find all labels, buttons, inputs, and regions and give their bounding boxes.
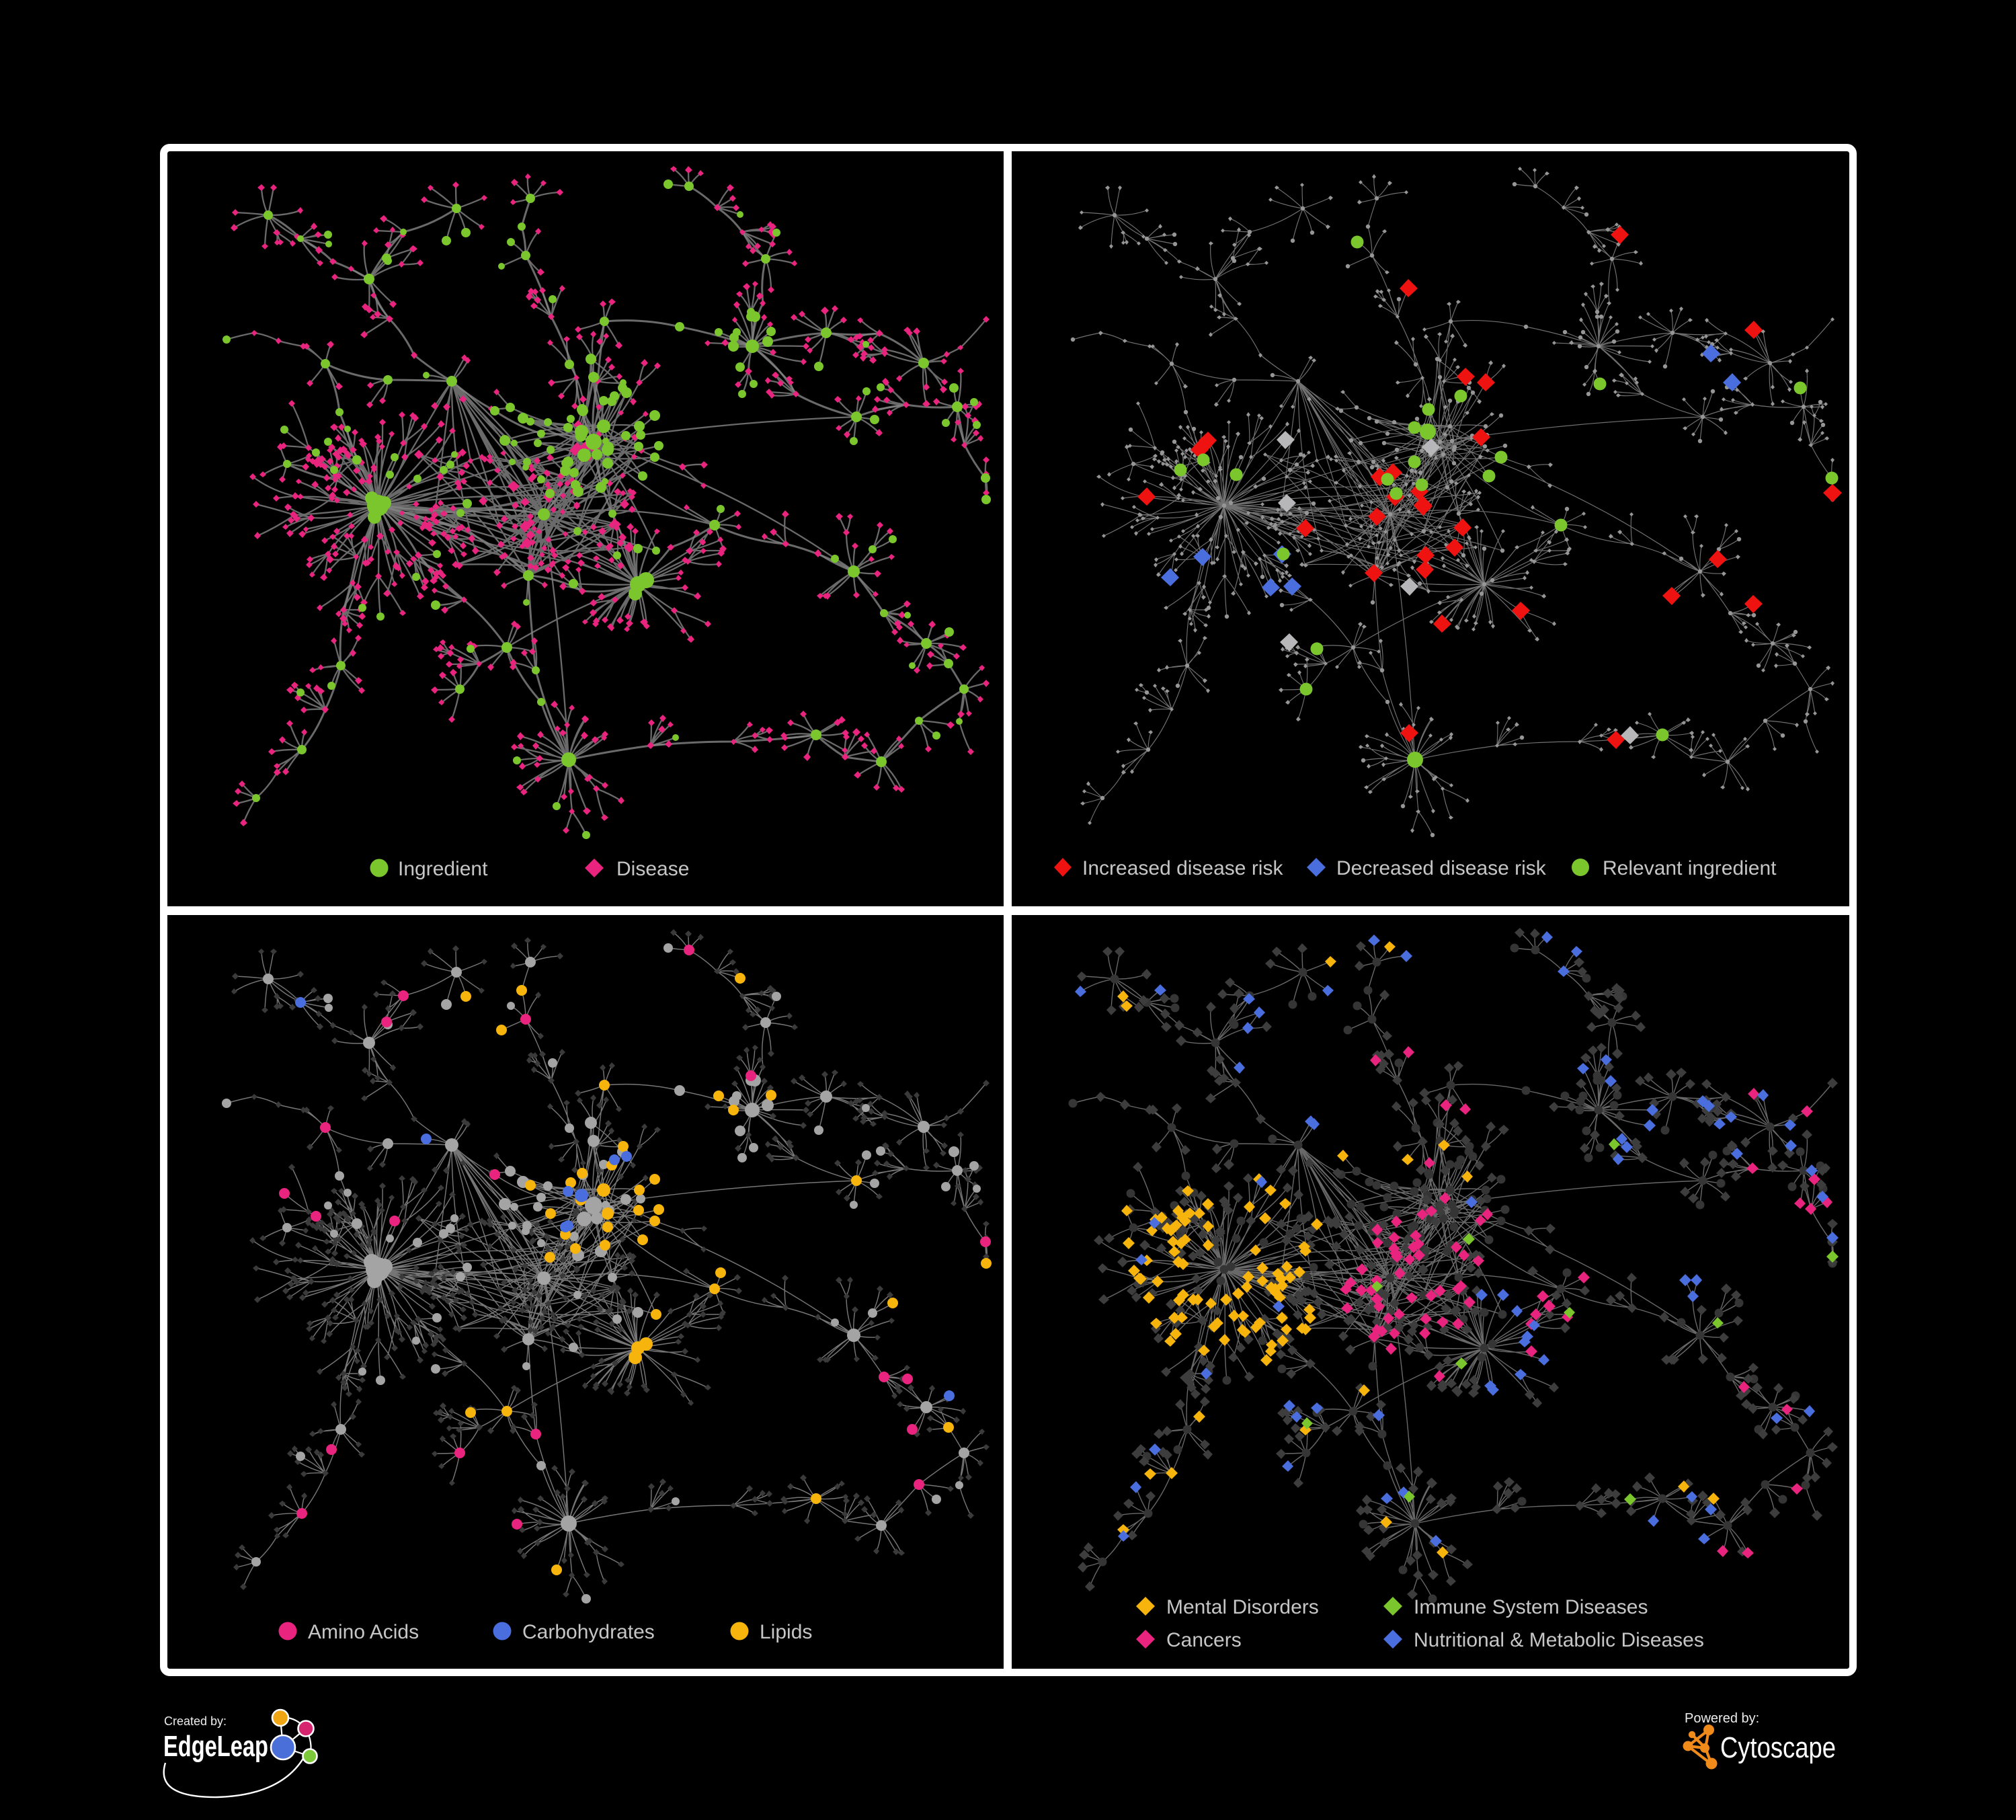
svg-text:Created by:: Created by:: [164, 1714, 227, 1728]
svg-text:Carbohydrates: Carbohydrates: [522, 1621, 655, 1643]
svg-text:Decreased disease risk: Decreased disease risk: [1336, 857, 1547, 879]
svg-text:Cytoscape: Cytoscape: [1720, 1731, 1836, 1764]
svg-text:Disease: Disease: [616, 858, 689, 880]
svg-text:Increased disease risk: Increased disease risk: [1082, 857, 1283, 879]
svg-text:EdgeLeap: EdgeLeap: [163, 1730, 268, 1763]
svg-text:Cancers: Cancers: [1166, 1629, 1242, 1651]
svg-text:Powered by:: Powered by:: [1685, 1711, 1759, 1726]
svg-text:Ingredient: Ingredient: [398, 858, 488, 880]
svg-text:Immune System Diseases: Immune System Diseases: [1414, 1596, 1648, 1618]
svg-text:Mental Disorders: Mental Disorders: [1166, 1596, 1319, 1618]
svg-text:Relevant ingredient: Relevant ingredient: [1603, 857, 1777, 879]
svg-text:Lipids: Lipids: [760, 1621, 812, 1643]
svg-text:Nutritional & Metabolic Diseas: Nutritional & Metabolic Diseases: [1414, 1629, 1704, 1651]
svg-text:Amino Acids: Amino Acids: [308, 1621, 419, 1643]
